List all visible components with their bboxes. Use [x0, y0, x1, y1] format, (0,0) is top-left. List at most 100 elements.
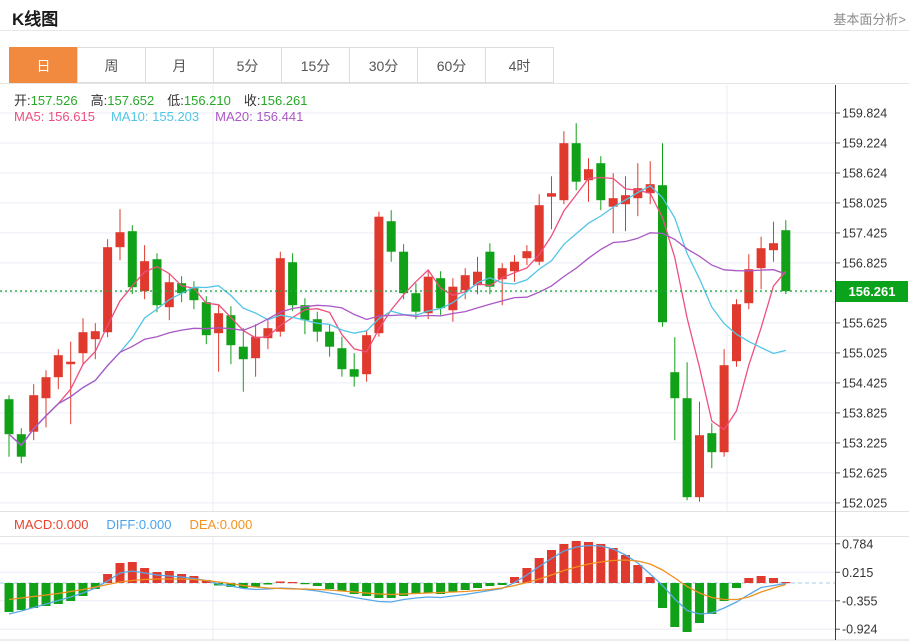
candle[interactable] — [78, 318, 88, 365]
candle[interactable] — [312, 311, 322, 342]
candle[interactable] — [288, 253, 298, 312]
candle[interactable] — [485, 243, 495, 295]
candle[interactable] — [707, 423, 717, 469]
candle[interactable] — [90, 323, 100, 360]
macd-bar — [756, 576, 766, 583]
svg-text:152.625: 152.625 — [842, 466, 887, 480]
candle[interactable] — [29, 384, 39, 441]
candle[interactable] — [584, 158, 593, 202]
candle[interactable] — [596, 156, 606, 211]
ma5-info: MA5: 156.615 — [14, 109, 95, 124]
macd-chart[interactable]: 0.784 0.215 -0.355 -0.924 — [0, 537, 909, 643]
macd-bar — [288, 582, 298, 584]
macd-bar — [423, 583, 433, 593]
ma10-line — [8, 185, 786, 447]
candle[interactable] — [41, 370, 51, 428]
macd-bar — [658, 583, 667, 608]
candle[interactable] — [362, 330, 372, 382]
candle[interactable] — [547, 176, 556, 230]
candle[interactable] — [670, 337, 680, 441]
candle[interactable] — [374, 211, 384, 337]
candle[interactable] — [534, 194, 544, 266]
candle[interactable] — [682, 362, 692, 501]
fundamental-analysis-link[interactable]: 基本面分析> — [833, 12, 906, 27]
macd-bar — [399, 583, 409, 596]
svg-text:-0.355: -0.355 — [842, 594, 877, 608]
candle[interactable] — [177, 276, 187, 303]
candle[interactable] — [226, 306, 236, 365]
candle[interactable] — [645, 161, 655, 205]
candle[interactable] — [473, 256, 482, 295]
macd-bar — [744, 578, 754, 583]
candle[interactable] — [522, 245, 532, 266]
candle[interactable] — [337, 336, 347, 377]
ma-info: MA5: 156.615 MA10: 155.203 MA20: 156.441 — [14, 109, 319, 124]
candle[interactable] — [152, 253, 162, 313]
interval-tab-5分[interactable]: 5分 — [213, 47, 282, 83]
candle[interactable] — [460, 268, 470, 300]
svg-text:157.425: 157.425 — [842, 226, 887, 240]
dea-line — [8, 559, 786, 601]
candle[interactable] — [559, 131, 569, 205]
candle[interactable] — [621, 176, 630, 232]
macd-bar — [386, 583, 396, 598]
candle[interactable] — [201, 296, 211, 345]
candle[interactable] — [275, 251, 285, 337]
macd-bar — [547, 550, 556, 583]
dea-value: DEA:0.000 — [189, 516, 253, 532]
macd-histogram — [4, 541, 791, 632]
candlestick-chart[interactable]: 159.824 159.224 158.624 158.025 157.425 156.8… — [0, 85, 909, 511]
macd-bar — [29, 583, 39, 608]
candle[interactable] — [608, 173, 618, 234]
price-axis-line — [835, 85, 836, 640]
candle[interactable] — [769, 221, 778, 262]
candle[interactable] — [386, 210, 396, 262]
ohlc-high: 高:157.652 — [90, 93, 155, 108]
candle[interactable] — [238, 328, 248, 392]
svg-text:153.825: 153.825 — [842, 406, 887, 420]
interval-tab-60分[interactable]: 60分 — [417, 47, 486, 83]
candle[interactable] — [436, 271, 446, 316]
header-divider — [0, 30, 909, 31]
candle[interactable] — [781, 220, 791, 295]
candle[interactable] — [497, 263, 507, 306]
candle[interactable] — [756, 236, 766, 290]
interval-tab-月[interactable]: 月 — [145, 47, 214, 83]
candle[interactable] — [103, 239, 113, 338]
candle[interactable] — [53, 349, 63, 390]
macd-bar — [140, 568, 150, 583]
interval-tab-15分[interactable]: 15分 — [281, 47, 350, 83]
candle[interactable] — [115, 209, 125, 261]
candle[interactable] — [349, 353, 359, 387]
candle[interactable] — [251, 324, 261, 377]
candle[interactable] — [127, 225, 137, 295]
interval-tab-周[interactable]: 周 — [77, 47, 146, 83]
candle[interactable] — [263, 319, 273, 350]
candle[interactable] — [214, 304, 224, 372]
candle[interactable] — [719, 349, 729, 457]
candle[interactable] — [571, 123, 581, 191]
candle[interactable] — [189, 281, 199, 310]
candle[interactable] — [695, 401, 704, 502]
ma5-line — [8, 176, 787, 447]
interval-tab-日[interactable]: 日 — [9, 47, 78, 83]
candle[interactable] — [300, 298, 310, 335]
interval-tab-4时[interactable]: 4时 — [485, 47, 554, 83]
candle[interactable] — [411, 283, 421, 320]
candle[interactable] — [4, 395, 14, 457]
candle[interactable] — [510, 255, 519, 282]
candle[interactable] — [448, 278, 458, 322]
candle[interactable] — [325, 324, 335, 357]
macd-bar — [510, 577, 519, 583]
candle[interactable] — [399, 244, 409, 300]
macd-bar — [362, 583, 372, 596]
macd-bar — [534, 558, 544, 583]
candle[interactable] — [164, 273, 174, 321]
candle[interactable] — [732, 299, 741, 367]
candle[interactable] — [744, 254, 754, 310]
interval-tab-30分[interactable]: 30分 — [349, 47, 418, 83]
candle[interactable] — [66, 341, 76, 425]
candlestick-series[interactable] — [4, 123, 791, 502]
macd-bar — [559, 544, 569, 583]
candle[interactable] — [658, 143, 667, 327]
